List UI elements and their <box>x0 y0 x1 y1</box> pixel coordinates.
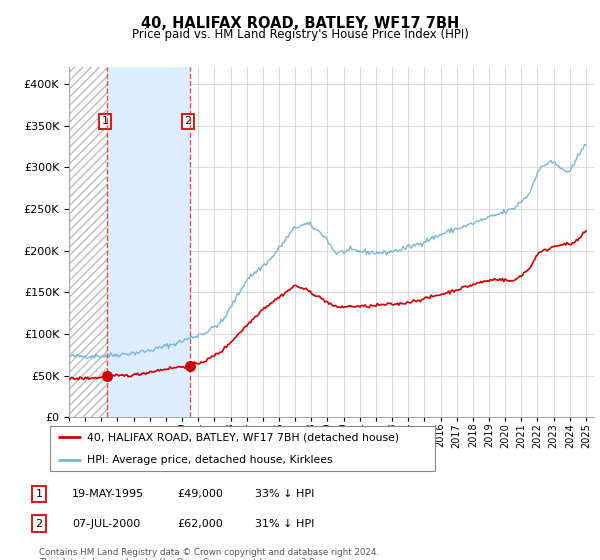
Text: 1: 1 <box>101 116 109 127</box>
Text: HPI: Average price, detached house, Kirklees: HPI: Average price, detached house, Kirk… <box>87 455 332 465</box>
Text: 07-JUL-2000: 07-JUL-2000 <box>72 519 140 529</box>
FancyBboxPatch shape <box>50 426 435 471</box>
Bar <box>69 67 107 417</box>
Bar <box>107 67 190 417</box>
Text: Contains HM Land Registry data © Crown copyright and database right 2024.
This d: Contains HM Land Registry data © Crown c… <box>39 548 379 560</box>
Text: Price paid vs. HM Land Registry's House Price Index (HPI): Price paid vs. HM Land Registry's House … <box>131 28 469 41</box>
Text: 33% ↓ HPI: 33% ↓ HPI <box>255 489 314 499</box>
Text: 31% ↓ HPI: 31% ↓ HPI <box>255 519 314 529</box>
Text: £62,000: £62,000 <box>177 519 223 529</box>
Text: 40, HALIFAX ROAD, BATLEY, WF17 7BH: 40, HALIFAX ROAD, BATLEY, WF17 7BH <box>141 16 459 31</box>
Text: 2: 2 <box>35 519 43 529</box>
Text: 19-MAY-1995: 19-MAY-1995 <box>72 489 144 499</box>
Text: £49,000: £49,000 <box>177 489 223 499</box>
Text: 2: 2 <box>184 116 191 127</box>
Text: 1: 1 <box>35 489 43 499</box>
Text: 40, HALIFAX ROAD, BATLEY, WF17 7BH (detached house): 40, HALIFAX ROAD, BATLEY, WF17 7BH (deta… <box>87 432 399 442</box>
